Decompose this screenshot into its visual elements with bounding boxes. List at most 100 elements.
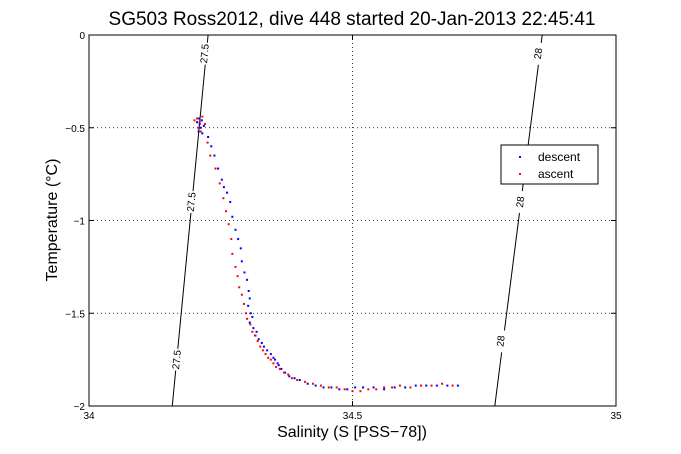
ascent-point: [327, 386, 330, 389]
ascent-point: [234, 265, 237, 268]
axis-ticks: 34 34.5 35 0 −0.5 −1 −1.5 −2: [65, 31, 622, 422]
descent-point: [274, 358, 277, 361]
descent-point: [217, 167, 220, 170]
descent-point: [251, 315, 254, 318]
ascent-point: [351, 390, 354, 393]
descent-point: [372, 386, 375, 389]
descent-point: [330, 386, 333, 389]
descent-point: [425, 384, 428, 387]
descent-point: [338, 388, 341, 391]
descent-point: [231, 215, 234, 218]
ascent-point: [359, 390, 362, 393]
descent-point: [198, 117, 201, 120]
descent-point: [262, 345, 265, 348]
ascent-point: [272, 362, 275, 365]
ascent-point: [225, 210, 228, 213]
legend-marker-ascent: [519, 173, 521, 175]
descent-point: [266, 349, 269, 352]
descent-point: [202, 124, 205, 127]
x-tick-label: 35: [610, 411, 622, 422]
descent-point: [288, 375, 291, 378]
isopycnal-label: 27.5: [186, 191, 199, 212]
ascent-point: [287, 373, 290, 376]
descent-point: [277, 364, 280, 367]
descent-point: [414, 384, 417, 387]
ascent-point: [238, 286, 241, 289]
ascent-point: [398, 384, 401, 387]
isopycnal-label-gap: [493, 329, 508, 353]
ascent-point: [197, 126, 200, 129]
descent-point: [240, 260, 243, 263]
isopycnal-line-27-5: [171, 34, 209, 407]
ascent-point: [275, 366, 278, 369]
descent-point: [269, 353, 272, 356]
descent-point: [248, 321, 251, 324]
descent-point: [247, 304, 250, 307]
ascent-point: [231, 252, 234, 255]
descent-point: [196, 121, 199, 124]
ascent-point: [282, 371, 285, 374]
legend-marker-descent: [519, 156, 521, 158]
descent-point: [298, 379, 301, 382]
isopycnal-label: 27.5: [199, 43, 212, 64]
ascent-point: [290, 377, 293, 380]
y-tick-label: 0: [79, 31, 85, 42]
descent-point: [220, 178, 223, 181]
ascent-point: [214, 167, 217, 170]
isopycnal-label-gap: [184, 190, 199, 214]
ascent-point: [201, 115, 204, 118]
ascent-point: [236, 275, 239, 278]
ascent-point: [254, 334, 257, 337]
ascent-point: [261, 349, 264, 352]
ascent-point: [196, 117, 199, 120]
isopycnal-label: 27.5: [171, 349, 184, 370]
ascent-point: [319, 384, 322, 387]
descent-point: [293, 377, 296, 380]
descent-point: [257, 338, 260, 341]
descent-point: [210, 145, 213, 148]
descent-point: [446, 384, 449, 387]
ascent-point: [209, 154, 212, 157]
legend-box: [500, 144, 599, 185]
descent-point: [226, 191, 229, 194]
x-tick-label: 34: [83, 411, 95, 422]
legend-label-descent: descent: [538, 150, 581, 164]
descent-point: [284, 371, 287, 374]
descent-point: [207, 136, 210, 139]
descent-point: [276, 362, 279, 365]
ascent-point: [240, 293, 243, 296]
ascent-point: [430, 384, 433, 387]
ascent-point: [296, 379, 299, 382]
descent-point: [239, 247, 242, 250]
plot-area: [89, 35, 616, 406]
x-axis-label: Salinity (S [PSS−78]): [277, 424, 427, 441]
descent-point: [197, 130, 200, 133]
descent-point: [393, 386, 396, 389]
isopycnal-label: 28: [533, 47, 545, 60]
descent-point: [322, 386, 325, 389]
descent-point: [404, 386, 407, 389]
descent-point: [252, 327, 255, 330]
y-axis-label: Temperature (°C): [44, 159, 61, 282]
ascent-point: [451, 384, 454, 387]
legend: descent ascent: [500, 144, 599, 185]
ascent-point: [222, 197, 225, 200]
ascent-point: [246, 317, 249, 320]
y-tick-label: −1.5: [65, 309, 85, 320]
descent-point: [248, 297, 251, 300]
ascent-point: [199, 130, 202, 133]
ascent-point: [227, 223, 230, 226]
descent-point: [314, 384, 317, 387]
descent-point: [229, 200, 232, 203]
isopycnal-label-gap: [530, 41, 546, 66]
ascent-point: [278, 367, 281, 370]
descent-point: [199, 126, 202, 129]
ascent-point: [203, 123, 206, 126]
descent-point: [243, 271, 246, 274]
descent-point: [346, 388, 349, 391]
descent-point: [280, 367, 283, 370]
isopycnal-label: 28: [495, 335, 507, 348]
descent-point: [200, 119, 203, 122]
descent-point: [306, 382, 309, 385]
